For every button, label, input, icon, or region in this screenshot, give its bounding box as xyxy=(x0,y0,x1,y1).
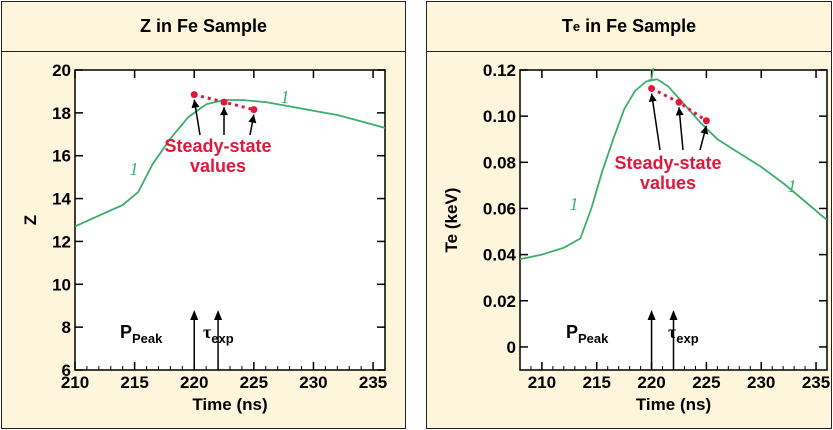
c0-curve-label: 1 xyxy=(281,87,290,107)
c1-marker-label-sub: Peak xyxy=(578,331,609,346)
chart-title-z: Z in Fe Sample xyxy=(2,2,405,52)
chart-title-te-sub: e xyxy=(572,19,581,34)
c0-y-tick-label: 10 xyxy=(52,275,71,294)
c1-steady-state-point xyxy=(702,117,710,125)
c0-y-tick-label: 20 xyxy=(52,61,71,80)
plot-0: 210 215 220 225 230 235 6 8 10 12 14 16 18 20 Time (ns… xyxy=(21,61,387,414)
c1-x-tick-label: 220 xyxy=(637,373,665,392)
c0-annotation-arrowhead xyxy=(191,99,200,109)
c1-y-tick-label: 0.12 xyxy=(483,61,516,80)
c1-steady-state-point xyxy=(675,98,683,106)
c0-y-tick-label: 12 xyxy=(52,232,71,251)
c1-y-tick-label: 0.10 xyxy=(483,107,516,126)
c0-annotation-arrowhead xyxy=(220,107,229,116)
c0-marker-label-sub: Peak xyxy=(132,331,163,346)
c0-annotation-line: Steady-state xyxy=(164,136,271,156)
c0-series-line xyxy=(75,99,385,228)
c0-annotation-arrowhead xyxy=(248,114,257,124)
c0-x-tick-label: 210 xyxy=(61,373,89,392)
c0-x-tick-label: 215 xyxy=(120,373,148,392)
c0-x-tick-label: 230 xyxy=(299,373,327,392)
c0-marker-arrowhead xyxy=(190,310,199,320)
c0-y-tick-label: 18 xyxy=(52,104,71,123)
c0-curve-label: 1 xyxy=(130,159,139,179)
c1-curve-label: 1 xyxy=(648,64,657,84)
c1-marker-arrowhead xyxy=(669,310,678,320)
c0-y-axis-label: Z xyxy=(21,215,40,225)
c1-steady-state-point xyxy=(648,84,656,92)
c0-marker-label: PPeak xyxy=(120,322,163,346)
c1-x-tick-label: 225 xyxy=(692,373,720,392)
c1-x-tick-label: 235 xyxy=(802,373,830,392)
c0-marker-label-sub: exp xyxy=(211,331,233,346)
c1-y-tick-label: 0.08 xyxy=(483,153,516,172)
c1-annotation-arrowhead xyxy=(700,125,709,135)
c0-marker-label-main: τ xyxy=(203,322,212,342)
c1-y-tick-label: 0.04 xyxy=(483,246,517,265)
c0-steady-state-point xyxy=(190,91,198,99)
c1-annotation-arrowhead xyxy=(648,93,657,102)
chart-title-te-rest: in Fe Sample xyxy=(580,16,697,36)
c1-annotation-line: values xyxy=(640,173,696,193)
c1-marker-arrowhead xyxy=(647,310,656,320)
c0-steady-state-point xyxy=(220,98,228,106)
c1-series-line xyxy=(520,78,827,261)
c0-y-tick-label: 16 xyxy=(52,147,71,166)
c1-x-axis-label: Time (ns) xyxy=(636,395,711,414)
c1-x-tick-label: 215 xyxy=(583,373,611,392)
c1-y-axis-label: Te (keV) xyxy=(442,188,461,253)
c1-marker-label: τexp xyxy=(668,322,699,346)
c0-x-tick-label: 225 xyxy=(240,373,268,392)
c1-marker-label-main: τ xyxy=(668,322,677,342)
plot-1: 210 215 220 225 230 235 0 0.02 0.04 0.06 0.08 0.10 0… xyxy=(442,61,830,414)
c0-x-tick-label: 235 xyxy=(359,373,387,392)
c1-marker-label: PPeak xyxy=(566,322,609,346)
c0-plot-area xyxy=(74,69,386,371)
c1-y-tick-label: 0.02 xyxy=(483,292,516,311)
c1-annotation-arrow xyxy=(650,93,661,151)
c0-steady-state-point xyxy=(250,106,258,114)
c1-x-tick-label: 210 xyxy=(528,373,556,392)
c0-y-tick-label: 8 xyxy=(62,318,71,337)
c0-marker-label-main: P xyxy=(120,322,132,342)
c0-x-axis-label: Time (ns) xyxy=(192,395,267,414)
c0-marker-label: τexp xyxy=(203,322,234,346)
c0-clipped xyxy=(75,99,385,228)
c1-marker-label-main: P xyxy=(566,322,578,342)
c1-annotation-line: Steady-state xyxy=(614,153,721,173)
c1-clipped xyxy=(520,78,827,261)
c1-y-tick-label: 0 xyxy=(507,338,516,357)
c1-curve-label: 1 xyxy=(570,194,579,214)
c0-y-tick-label: 14 xyxy=(52,190,71,209)
c1-marker-label-sub: exp xyxy=(676,331,698,346)
c0-y-tick-label: 6 xyxy=(62,361,71,380)
c0-annotation-line: values xyxy=(190,156,246,176)
c1-annotation-arrowhead xyxy=(675,107,684,116)
chart-title-te-main: T xyxy=(561,16,573,36)
c0-marker-arrowhead xyxy=(214,310,223,320)
c1-x-tick-label: 230 xyxy=(747,373,775,392)
c0-x-tick-label: 220 xyxy=(180,373,208,392)
c1-y-tick-label: 0.06 xyxy=(483,199,516,218)
c1-curve-label: 1 xyxy=(788,176,797,196)
